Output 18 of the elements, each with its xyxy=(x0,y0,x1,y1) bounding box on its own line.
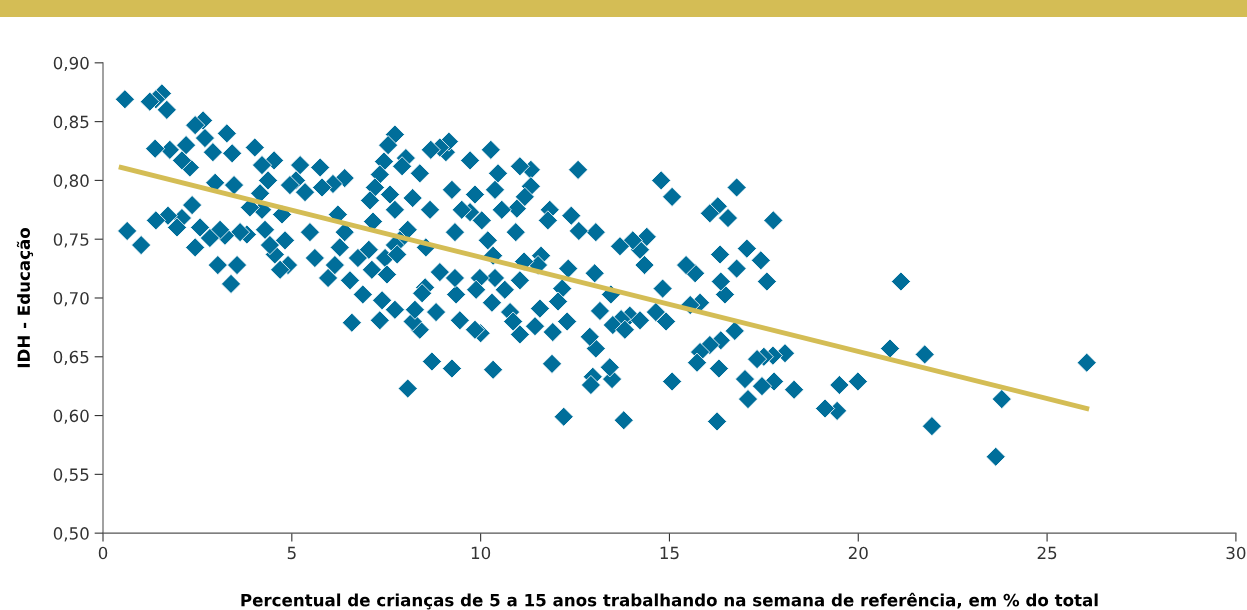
x-tick-label: 20 xyxy=(848,546,868,560)
x-tick-label: 5 xyxy=(287,546,296,560)
y-tick-label: 0,55 xyxy=(53,468,89,483)
y-tick-label: 0,80 xyxy=(53,174,89,189)
y-tick-label: 0,90 xyxy=(53,56,89,72)
x-tick-label: 0 xyxy=(98,546,108,560)
y-tick-label: 0,50 xyxy=(53,527,89,542)
y-tick-label: 0,85 xyxy=(53,115,89,130)
y-axis-title: IDH - Educação xyxy=(16,228,34,368)
y-tick-label: 0,65 xyxy=(53,350,89,366)
x-tick-label: 30 xyxy=(1226,546,1246,560)
y-tick-label: 0,60 xyxy=(53,409,89,424)
x-tick-label: 25 xyxy=(1037,546,1057,560)
y-tick-label: 0,70 xyxy=(53,291,89,307)
x-tick-label: 15 xyxy=(660,546,679,560)
y-tick-label: 0,75 xyxy=(53,233,89,248)
x-axis-title: Percentual de crianças de 5 a 15 anos trabalhando na semana de referência, em % do total xyxy=(241,592,1098,610)
x-tick-label: 10 xyxy=(471,546,491,560)
